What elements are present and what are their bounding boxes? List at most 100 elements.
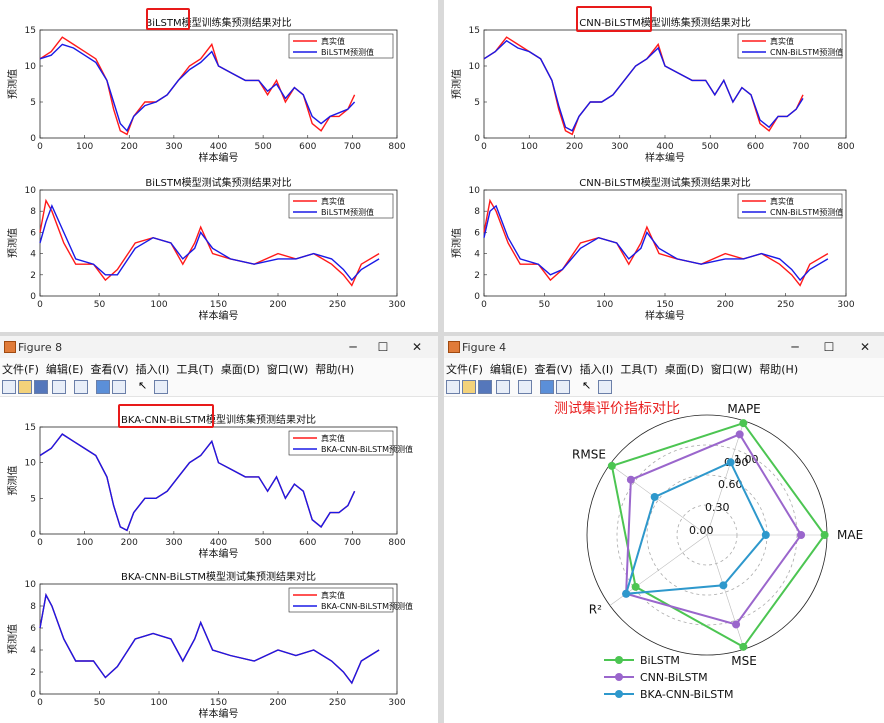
radar-point	[650, 492, 659, 501]
open-file-icon[interactable]	[18, 380, 32, 394]
x-tick-label: 700	[344, 142, 361, 152]
x-tick-label: 400	[210, 538, 227, 548]
print-icon[interactable]	[496, 380, 510, 394]
minimize-icon[interactable]: ─	[349, 340, 357, 354]
bilstm-figure-window: BiLSTM模型训练集预测结果对比 0 100 200 300 400 500 600 700 8…	[0, 0, 438, 332]
menu-edit[interactable]: 编辑(E)	[489, 363, 528, 376]
property-editor-icon[interactable]	[598, 380, 612, 394]
menu-desktop[interactable]: 桌面(D)	[664, 363, 704, 376]
x-tick-label: 50	[539, 300, 551, 310]
y-tick-label: 4	[474, 250, 480, 260]
radar-point	[820, 531, 829, 539]
close-icon[interactable]: ✕	[411, 340, 423, 354]
y-tick-label: 5	[30, 98, 36, 108]
open-file-icon[interactable]	[462, 380, 476, 394]
x-tick-label: 0	[37, 300, 43, 310]
save-icon[interactable]	[478, 380, 492, 394]
series-line-1	[39, 43, 356, 133]
menu-insert[interactable]: 插入(I)	[135, 363, 170, 376]
bilstm-test-plot: BiLSTM模型测试集预测结果对比 0 50 100 150 200 250 300 0 2 4 6 8…	[6, 176, 406, 322]
plot-title: BKA-CNN-BiLSTM模型训练集预测结果对比	[121, 413, 316, 426]
minimize-icon[interactable]: ─	[791, 340, 799, 354]
menu-window[interactable]: 窗口(W)	[710, 363, 753, 376]
property-editor-icon[interactable]	[154, 380, 168, 394]
legend-icon[interactable]	[556, 380, 570, 394]
series-line-1	[39, 592, 380, 685]
x-tick-label: 200	[269, 698, 286, 708]
pointer-icon[interactable]: ↖	[582, 379, 592, 392]
menu-file[interactable]: 文件(F)	[2, 363, 39, 376]
y-tick-label: 5	[474, 98, 480, 108]
series-line-1	[39, 433, 356, 532]
menu-edit[interactable]: 编辑(E)	[45, 363, 84, 376]
series-line-1	[483, 39, 804, 132]
radar-chart: 测试集评价指标对比 MAPEMAEMSER²RMSE0.000.300.600.9…	[554, 400, 863, 701]
y-tick-label: 0	[30, 530, 36, 540]
x-tick-label: 200	[269, 300, 286, 310]
menu-window[interactable]: 窗口(W)	[266, 363, 309, 376]
link-plot-icon[interactable]	[74, 380, 88, 394]
x-tick-label: 700	[792, 142, 809, 152]
legend-label: 真实值	[770, 196, 794, 206]
figure4-titlebar[interactable]: Figure 4 ─ ☐ ✕	[444, 336, 884, 358]
colorbar-icon[interactable]	[540, 380, 554, 394]
figure8-titlebar[interactable]: Figure 8 ─ ☐ ✕	[0, 336, 438, 358]
radar-point	[735, 430, 744, 439]
plot-title: CNN-BiLSTM模型训练集预测结果对比	[579, 16, 751, 29]
legend-box	[288, 193, 394, 219]
colorbar-icon[interactable]	[96, 380, 110, 394]
figure8-title: Figure 8	[18, 341, 63, 354]
x-tick-label: 100	[150, 300, 167, 310]
maximize-icon[interactable]: ☐	[377, 340, 389, 354]
y-tick-label: 15	[25, 423, 36, 433]
radar-title: 测试集评价指标对比	[554, 400, 680, 417]
figure4-menubar: 文件(F) 编辑(E) 查看(V) 插入(I) 工具(T) 桌面(D) 窗口(W) 帮助(H)	[444, 358, 884, 378]
radar-spoke	[706, 420, 745, 536]
close-icon[interactable]: ✕	[859, 340, 871, 354]
x-axis-label: 样本编号	[199, 151, 239, 164]
bilstm-title-highlight	[146, 8, 190, 30]
radar-point	[797, 531, 806, 539]
x-axis-label: 样本编号	[199, 547, 239, 560]
menu-view[interactable]: 查看(V)	[534, 363, 573, 376]
menu-help[interactable]: 帮助(H)	[759, 363, 799, 376]
x-axis-label: 样本编号	[199, 707, 239, 720]
x-tick-label: 250	[777, 300, 794, 310]
y-tick-label: 8	[30, 602, 36, 612]
pointer-icon[interactable]: ↖	[138, 379, 148, 392]
radar-point	[631, 582, 640, 591]
legend-label: 真实值	[321, 590, 345, 600]
x-tick-label: 50	[94, 300, 106, 310]
menu-desktop[interactable]: 桌面(D)	[220, 363, 260, 376]
y-tick-label: 2	[30, 271, 36, 281]
print-icon[interactable]	[52, 380, 66, 394]
menu-tools[interactable]: 工具(T)	[620, 363, 658, 376]
menu-insert[interactable]: 插入(I)	[579, 363, 614, 376]
new-figure-icon[interactable]	[446, 380, 460, 394]
new-figure-icon[interactable]	[2, 380, 16, 394]
x-tick-label: 300	[388, 300, 405, 310]
x-axis-label: 样本编号	[645, 309, 685, 322]
y-tick-label: 4	[30, 250, 36, 260]
y-axis-label: 预测值	[6, 69, 19, 99]
legend-icon[interactable]	[112, 380, 126, 394]
maximize-icon[interactable]: ☐	[823, 340, 835, 354]
link-plot-icon[interactable]	[518, 380, 532, 394]
menu-help[interactable]: 帮助(H)	[315, 363, 355, 376]
x-tick-label: 600	[299, 142, 316, 152]
menu-file[interactable]: 文件(F)	[446, 363, 483, 376]
figure8-toolbar: ↖	[0, 378, 438, 397]
save-icon[interactable]	[34, 380, 48, 394]
menu-view[interactable]: 查看(V)	[90, 363, 129, 376]
radar-spoke	[706, 534, 745, 650]
x-tick-label: 300	[837, 300, 854, 310]
x-tick-label: 0	[37, 142, 43, 152]
radar-tick-label: 0.30	[705, 501, 730, 514]
x-tick-label: 100	[521, 142, 538, 152]
radar-point	[739, 642, 748, 651]
x-tick-label: 300	[388, 698, 405, 708]
y-tick-label: 15	[25, 26, 36, 36]
menu-tools[interactable]: 工具(T)	[176, 363, 214, 376]
figure8-menubar: 文件(F) 编辑(E) 查看(V) 插入(I) 工具(T) 桌面(D) 窗口(W) 帮助(H)	[0, 358, 438, 378]
cnn-bilstm-figure-window: CNN-BiLSTM模型训练集预测结果对比 0 100 200 300 400 500 600…	[444, 0, 884, 332]
